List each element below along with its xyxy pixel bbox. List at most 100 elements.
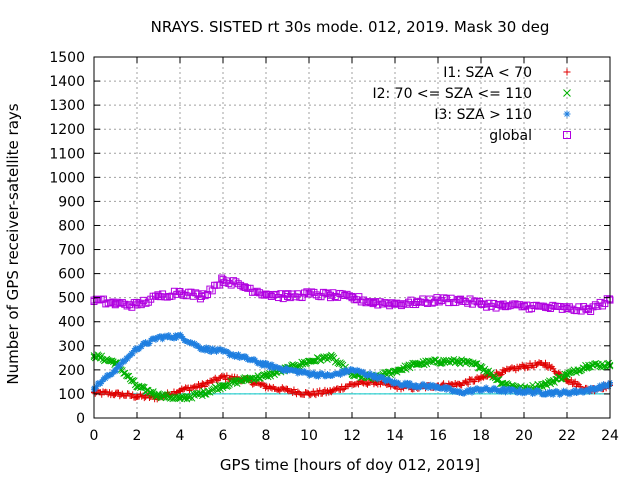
data-point bbox=[116, 363, 123, 370]
data-point bbox=[298, 294, 306, 302]
series-point bbox=[413, 382, 420, 389]
data-point bbox=[225, 349, 232, 356]
data-point bbox=[102, 375, 109, 382]
data-point bbox=[568, 305, 576, 313]
data-point bbox=[471, 378, 478, 385]
data-point bbox=[525, 364, 532, 371]
data-point bbox=[504, 302, 512, 310]
data-point bbox=[389, 367, 397, 375]
series-point bbox=[456, 381, 463, 388]
series-point bbox=[306, 370, 312, 377]
series-point bbox=[585, 306, 592, 314]
y-tick-label: 1100 bbox=[49, 146, 85, 162]
data-point bbox=[201, 383, 208, 390]
series-point bbox=[241, 283, 248, 291]
data-point bbox=[163, 293, 171, 301]
legend-label: I3: SZA > 110 bbox=[434, 107, 532, 123]
x-tick-label: 16 bbox=[429, 428, 447, 444]
legend-marker bbox=[563, 110, 571, 118]
data-point bbox=[186, 387, 193, 394]
series-point bbox=[327, 372, 334, 379]
x-tick-label: 10 bbox=[300, 428, 318, 444]
y-tick-label: 200 bbox=[58, 363, 85, 379]
data-point bbox=[586, 388, 593, 395]
series-point bbox=[477, 300, 485, 308]
data-point bbox=[130, 377, 138, 385]
series-point bbox=[327, 291, 334, 299]
data-point bbox=[321, 386, 328, 393]
y-tick-label: 1300 bbox=[49, 98, 85, 114]
y-tick-label: 400 bbox=[58, 315, 85, 331]
data-point bbox=[168, 292, 176, 300]
series-point bbox=[521, 388, 527, 395]
data-point bbox=[527, 387, 534, 394]
series-point bbox=[585, 361, 592, 369]
data-point bbox=[400, 300, 408, 308]
series-point bbox=[499, 302, 506, 310]
legend-label: I2: 70 <= SZA <= 110 bbox=[372, 86, 532, 102]
data-point bbox=[555, 389, 562, 396]
data-point bbox=[154, 291, 162, 299]
data-point bbox=[423, 382, 430, 389]
data-point bbox=[215, 281, 223, 289]
series-point bbox=[134, 345, 140, 352]
series-point bbox=[262, 372, 270, 380]
axes: 0100200300400500600700800900100011001200… bbox=[49, 50, 619, 444]
data-point bbox=[114, 364, 121, 371]
data-point bbox=[93, 383, 100, 390]
data-point bbox=[111, 392, 118, 399]
data-point bbox=[447, 385, 454, 392]
data-point bbox=[447, 294, 455, 302]
data-point bbox=[360, 368, 367, 375]
data-point bbox=[106, 357, 113, 365]
series-point bbox=[306, 390, 312, 397]
data-point bbox=[350, 381, 357, 388]
data-series bbox=[90, 274, 614, 403]
data-point bbox=[518, 303, 526, 311]
data-point bbox=[483, 303, 491, 311]
series-point bbox=[499, 379, 506, 387]
data-point bbox=[124, 356, 131, 363]
y-tick-label: 1400 bbox=[49, 74, 85, 90]
x-tick-label: 14 bbox=[386, 428, 404, 444]
legend-marker bbox=[563, 131, 571, 139]
data-point bbox=[367, 370, 374, 377]
data-point bbox=[107, 299, 115, 307]
data-point bbox=[442, 295, 450, 303]
data-point bbox=[506, 302, 514, 310]
legend: I1: SZA < 70 I2: 70 <= SZA <= 110 I3: SZA … bbox=[372, 65, 571, 144]
data-point bbox=[251, 288, 259, 296]
series-point bbox=[305, 358, 313, 365]
data-point bbox=[466, 295, 474, 303]
data-point bbox=[302, 389, 309, 396]
series-point bbox=[284, 292, 291, 300]
data-point bbox=[191, 340, 198, 347]
data-point bbox=[550, 365, 557, 372]
data-point bbox=[241, 283, 249, 291]
data-point bbox=[437, 360, 445, 367]
data-point bbox=[341, 370, 348, 377]
series-point bbox=[262, 290, 270, 298]
series-point bbox=[198, 292, 205, 300]
data-point bbox=[568, 377, 575, 384]
data-point bbox=[445, 299, 453, 307]
x-tick-label: 6 bbox=[219, 428, 228, 444]
data-point bbox=[346, 368, 353, 375]
data-point bbox=[178, 290, 186, 298]
series-point bbox=[478, 375, 484, 382]
data-point bbox=[274, 294, 282, 302]
series-point bbox=[155, 391, 162, 399]
y-tick-label: 0 bbox=[76, 411, 85, 427]
x-tick-label: 4 bbox=[176, 428, 185, 444]
data-point bbox=[594, 302, 602, 310]
data-point bbox=[423, 299, 431, 307]
series-point bbox=[563, 304, 571, 312]
data-point bbox=[114, 298, 122, 306]
y-tick-label: 900 bbox=[58, 194, 85, 210]
series-point bbox=[456, 358, 463, 365]
data-point bbox=[165, 331, 172, 338]
data-point bbox=[537, 389, 544, 396]
data-point bbox=[591, 301, 599, 309]
y-axis-label: Number of GPS receiver-satellite rays bbox=[4, 103, 22, 384]
data-point bbox=[170, 335, 177, 342]
